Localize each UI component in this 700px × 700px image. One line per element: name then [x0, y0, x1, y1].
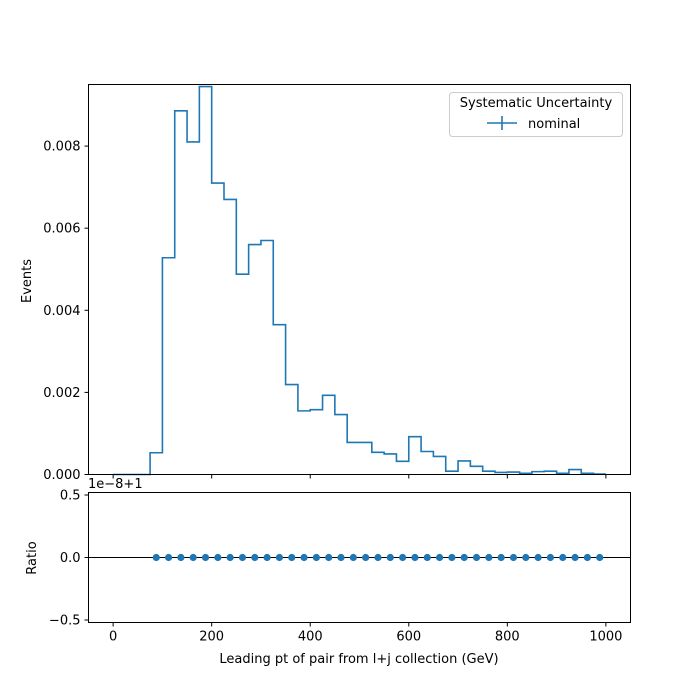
ratio-point [349, 553, 357, 562]
ratio-point [312, 553, 320, 562]
legend-title: Systematic Uncertainty [460, 96, 613, 111]
ratio-point [559, 553, 567, 562]
ratio-x-tick-label: 400 [298, 630, 323, 645]
ratio-point [522, 553, 530, 562]
y-axis-label: Events [20, 259, 35, 303]
nominal-step-line [113, 85, 606, 476]
ratio-point [189, 553, 197, 562]
ratio-point [472, 553, 481, 562]
ratio-offset-label: 1e−8+1 [88, 477, 143, 492]
legend-box [449, 92, 623, 137]
ratio-point [509, 553, 518, 562]
ratio-x-tick-label: 800 [495, 630, 520, 645]
main-y-tick-label: 0.008 [43, 140, 80, 155]
ratio-point [448, 553, 456, 562]
ratio-point [596, 553, 604, 562]
main-axis-ticks: 0.000 0.002 0.004 0.006 0.008 [43, 140, 607, 483]
ratio-y-tick-label: 0.0 [60, 551, 81, 566]
ratio-point [374, 553, 382, 562]
main-y-tick-label: 0.004 [43, 304, 80, 319]
ratio-point [275, 553, 284, 562]
main-histogram-panel: 0.000 0.002 0.004 0.006 0.008 Events Systema… [20, 84, 631, 483]
ratio-point [362, 553, 370, 562]
main-y-tick-label: 0.006 [43, 222, 80, 237]
ratio-point [423, 553, 431, 562]
ratio-point [164, 553, 173, 562]
ratio-point [214, 553, 222, 562]
ratio-y-axis-label: Ratio [25, 541, 40, 574]
ratio-point [546, 553, 555, 562]
ratio-point [485, 553, 493, 562]
legend-nominal-label: nominal [528, 117, 580, 132]
ratio-point [300, 553, 308, 562]
ratio-plot-frame [88, 492, 631, 623]
main-y-tick-label: 0.000 [43, 468, 80, 483]
ratio-y-tick-label: 0.5 [60, 489, 81, 504]
ratio-point [152, 553, 160, 562]
ratio-point [238, 553, 247, 562]
ratio-point [497, 553, 505, 562]
ratio-points [152, 553, 604, 562]
ratio-point [226, 553, 234, 562]
ratio-point [534, 553, 542, 562]
ratio-point [201, 553, 210, 562]
ratio-x-tick-label: 0 [109, 630, 117, 645]
legend: Systematic Uncertainty nominal [449, 92, 623, 137]
main-y-tick-label: 0.002 [43, 386, 80, 401]
ratio-point [435, 553, 444, 562]
ratio-x-tick-label: 200 [199, 630, 224, 645]
ratio-point [177, 553, 185, 562]
ratio-point [325, 553, 333, 562]
ratio-x-tick-label: 1000 [589, 630, 622, 645]
ratio-point [386, 553, 394, 562]
ratio-point [251, 553, 259, 562]
ratio-point [460, 553, 468, 562]
x-axis-label: Leading pt of pair from l+j collection (… [219, 652, 498, 667]
ratio-x-tick-label: 600 [396, 630, 421, 645]
ratio-point [288, 553, 296, 562]
ratio-panel: 0 200 400 600 800 1000 −0.5 0.0 0.5 1e−8+1 Ratio… [25, 477, 631, 667]
ratio-point [263, 553, 271, 562]
ratio-point [583, 553, 591, 562]
ratio-point [411, 553, 419, 562]
main-plot-frame [88, 84, 631, 475]
ratio-point [571, 553, 579, 562]
ratio-point [399, 553, 407, 562]
ratio-axis-ticks: 0 200 400 600 800 1000 −0.5 0.0 0.5 [49, 489, 622, 645]
ratio-y-tick-label: −0.5 [49, 614, 81, 629]
ratio-point [337, 553, 345, 562]
